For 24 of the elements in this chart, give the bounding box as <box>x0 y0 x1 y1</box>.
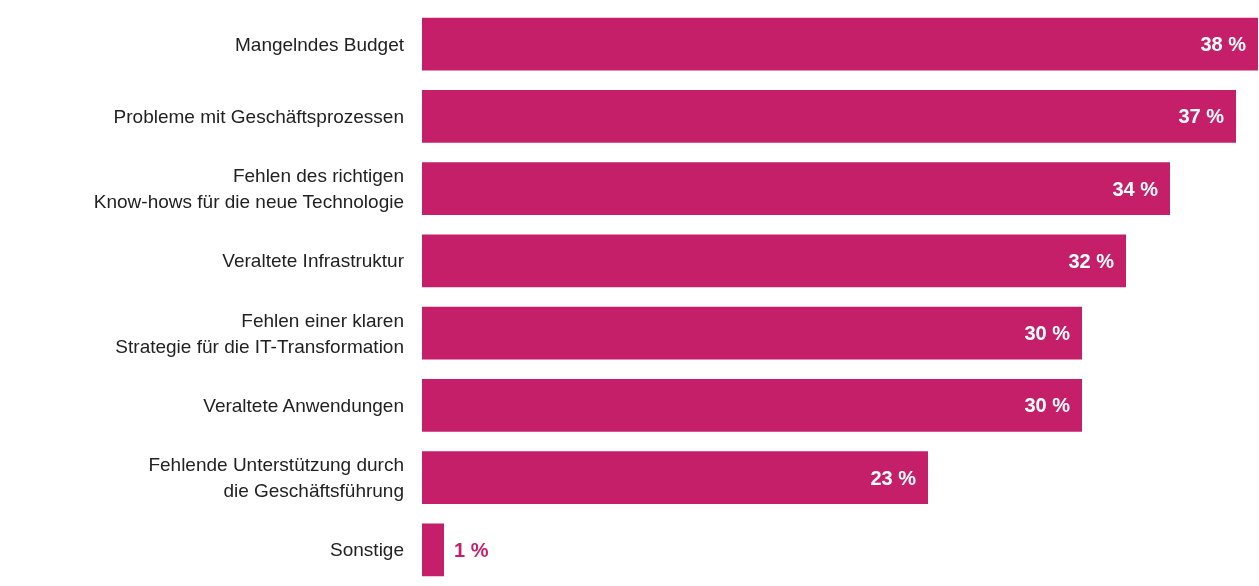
bar <box>422 17 1258 71</box>
data-label: 30 % <box>1024 394 1071 417</box>
y-tick-label: Veraltete Anwendungen <box>203 394 404 416</box>
y-tick-label: Fehlen einer klaren Strategie für die IT-Transformation <box>115 309 404 357</box>
y-tick-label: Fehlende Unterstützung durch die Geschäftsführung <box>148 454 404 502</box>
data-label: 38 % <box>1200 33 1247 56</box>
data-label: 30 % <box>1024 322 1071 345</box>
data-label: 1 % <box>454 538 489 561</box>
y-tick-label: Sonstige <box>330 539 404 561</box>
bar <box>422 379 1082 432</box>
bar <box>422 306 1082 360</box>
bar <box>422 90 1236 143</box>
data-label: 34 % <box>1112 177 1159 200</box>
y-tick-label: Veraltete Infrastruktur <box>222 250 405 272</box>
bar <box>422 162 1170 215</box>
y-tick-label: Mangelndes Budget <box>234 33 405 55</box>
data-label: 37 % <box>1178 105 1225 128</box>
y-tick-label: Probleme mit Geschäftsprozessen <box>113 105 404 127</box>
bar <box>422 234 1126 288</box>
y-tick-label: Fehlen des richtigen Know-hows für die neue Technologie <box>93 165 404 213</box>
bar <box>422 523 444 577</box>
bar <box>422 451 928 504</box>
data-label: 23 % <box>870 466 917 489</box>
data-label: 32 % <box>1068 249 1115 272</box>
